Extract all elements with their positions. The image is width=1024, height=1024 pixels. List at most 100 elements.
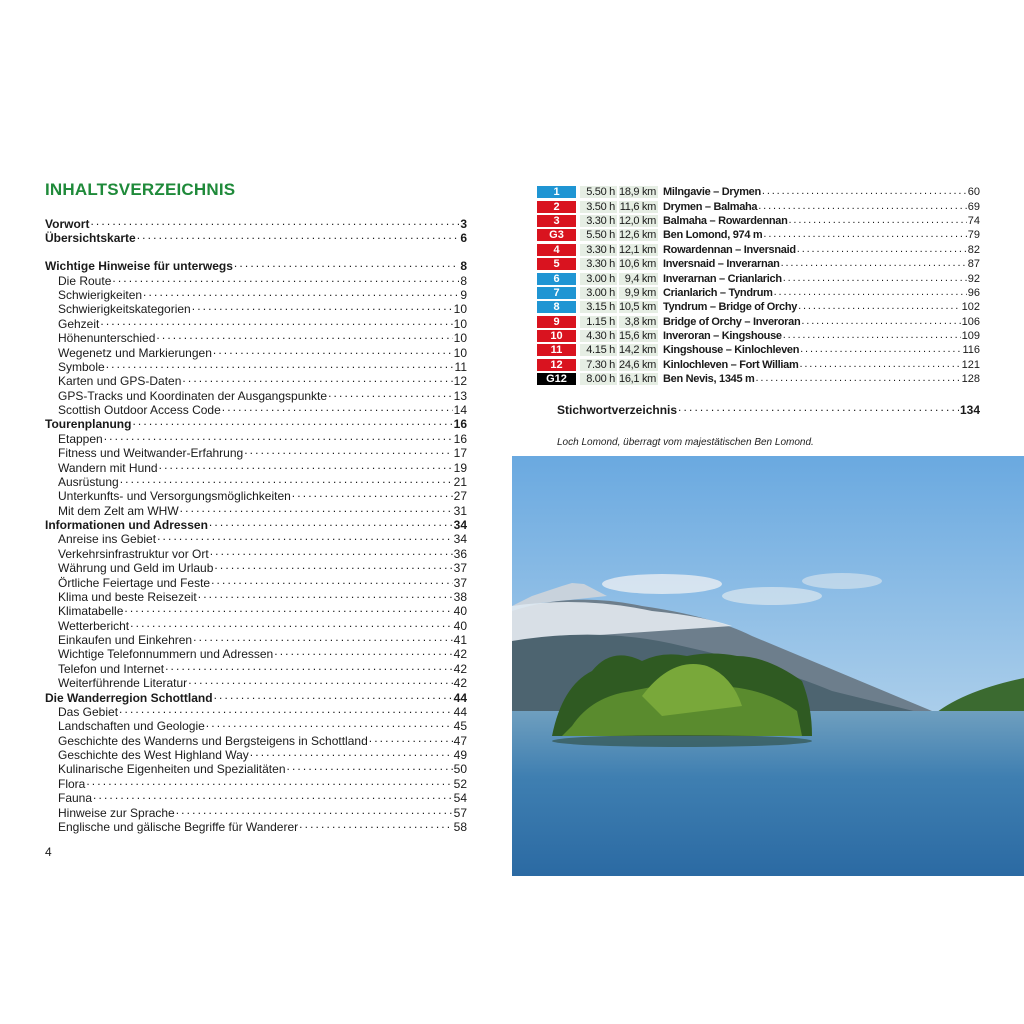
toc-entry[interactable]: Übersichtskarte 6 (45, 228, 467, 246)
toc-entry[interactable]: Höhenunterschied 10 (45, 328, 467, 345)
stage-entry[interactable]: G12 8.00 h16,1 km Ben Nevis, 1345 m 128 (537, 372, 980, 386)
toc-entry[interactable]: Hinweise zur Sprache 57 (45, 803, 467, 820)
toc-entry-page: 34 (453, 518, 467, 532)
stage-number-badge: 4 (537, 243, 576, 256)
stage-distance: 12,1 km (619, 243, 658, 256)
toc-entry[interactable]: Unterkunfts- und Versorgungsmöglichkeite… (45, 486, 467, 503)
stage-distance: 10,6 km (619, 258, 658, 271)
toc-entry[interactable]: Kulinarische Eigenheiten und Spezialität… (45, 759, 467, 776)
stage-entry[interactable]: 8 3.15 h10,5 km Tyndrum – Bridge of Orchy 1… (537, 300, 980, 314)
toc-entry-page: 6 (460, 231, 467, 246)
toc-entry[interactable]: Geschichte des West Highland Way 49 (45, 745, 467, 762)
toc-entry[interactable]: Landschaften und Geologie 45 (45, 716, 467, 734)
toc-entry-label: Einkaufen und Einkehren (58, 633, 193, 647)
stage-entry[interactable]: 11 4.15 h 14,2 km Kingshouse – Kinlochleven… (537, 343, 980, 357)
toc-entry[interactable]: Örtliche Feiertage und Feste 37 (45, 573, 467, 590)
toc-entry-page: 45 (453, 719, 467, 734)
dot-leader (176, 803, 453, 817)
stage-entry[interactable]: 12 7.30 h 24,6 km Kinlochleven – Fort Willi… (537, 358, 980, 372)
toc-entry[interactable]: Wetterbericht 40 (45, 616, 467, 633)
toc-entry[interactable]: Symbole 11 (45, 357, 467, 374)
toc-entry-index[interactable]: Stichwortverzeichnis 134 (557, 400, 980, 417)
toc-entry[interactable]: Weiterführende Literatur 42 (45, 673, 467, 690)
toc-entry[interactable]: Die Route 8 (45, 271, 467, 288)
stage-entry[interactable]: 9 1.15 h 3,8 km Bridge of Orchy – Inveroran… (537, 315, 980, 329)
toc-entry[interactable]: Englische und gälische Begriffe für Wand… (45, 817, 467, 834)
stage-distance: 3,8 km (619, 315, 658, 328)
toc-entry[interactable]: Anreise ins Gebiet 34 (45, 529, 467, 546)
toc-entry-label: Die Route (58, 273, 112, 288)
toc-entry[interactable]: Fauna 54 (45, 788, 467, 805)
toc-entry[interactable]: Telefon und Internet 42 (45, 659, 467, 676)
stage-entry[interactable]: 1 5.50 h18,9 km Milngavie – Drymen 60 (537, 185, 980, 199)
page-number: 4 (45, 845, 52, 859)
toc-entry[interactable]: Gehzeit 10 (45, 314, 467, 331)
toc-entry-label: Schwierigkeiten (58, 288, 143, 302)
dot-leader (188, 673, 452, 687)
stage-distance: 18,9 km (619, 186, 658, 199)
toc-entry[interactable]: Die Wanderregion Schottland44 (45, 688, 467, 705)
toc-entry-page: 8 (460, 273, 467, 288)
stage-distance: 9,4 km (619, 272, 658, 285)
stage-duration: 3.15 h (580, 301, 617, 314)
stage-entry[interactable]: 7 3.00 h9,9 km Crianlarich – Tyndrum 96 (537, 286, 980, 300)
toc-entry[interactable]: Fitness und Weitwander-Erfahrung17 (45, 443, 467, 461)
toc-entry[interactable]: Mit dem Zelt am WHW 31 (45, 501, 467, 518)
toc-entry-label: Mit dem Zelt am WHW (58, 503, 179, 518)
toc-entry-page: 37 (453, 575, 467, 590)
table-of-contents: Vorwort 3 Übersichtskarte 6 Wichtige Hinweis… (45, 214, 467, 834)
dot-leader (783, 329, 961, 343)
dot-leader (756, 372, 961, 386)
toc-entry[interactable]: GPS-Tracks und Koordinaten der Ausgangsp… (45, 386, 467, 403)
stage-entry[interactable]: 5 3.30 h10,6 km Inversnaid – Inverarnan 87 (537, 257, 980, 271)
dot-leader (157, 529, 453, 543)
stage-page: 82 (967, 243, 980, 256)
stage-page: 109 (961, 330, 980, 343)
stage-distance: 15,6 km (619, 330, 658, 343)
stage-entry[interactable]: 2 3.50 h11,6 km Drymen – Balmaha 69 (537, 199, 980, 213)
toc-entry[interactable]: Verkehrsinfrastruktur vor Ort 36 (45, 544, 467, 561)
toc-entry[interactable]: Schwierigkeiten 9 (45, 285, 467, 302)
toc-entry[interactable]: Scottish Outdoor Access Code14 (45, 400, 467, 417)
toc-entry[interactable]: Flora 52 (45, 774, 467, 791)
toc-entry-page: 40 (453, 618, 467, 633)
stage-entry[interactable]: 6 3.00 h9,4 km Inverarnan – Crianlarich 92 (537, 271, 980, 285)
dot-leader (100, 314, 452, 328)
stage-distance: 24,6 km (619, 358, 658, 371)
toc-entry[interactable]: Wichtige Telefonnummern und Adressen42 (45, 644, 467, 661)
toc-entry[interactable]: Schwierigkeitskategorien10 (45, 299, 467, 317)
toc-entry[interactable]: Wegenetz und Markierungen10 (45, 343, 467, 360)
stage-duration: 4.30 h (580, 330, 617, 343)
toc-entry-label: Landschaften und Geologie (58, 719, 205, 734)
stage-entry[interactable]: 3 3.30 h12,0 km Balmaha – Rowardennan 74 (537, 214, 980, 228)
toc-entry[interactable]: Karten und GPS-Daten 12 (45, 371, 467, 388)
toc-entry-page: 17 (453, 446, 467, 461)
toc-entry[interactable]: Währung und Geld im Urlaub 37 (45, 558, 467, 575)
stage-distance: 10,5 km (619, 301, 658, 314)
stage-entry[interactable]: 10 4.30 h15,6 km Inveroran – Kingshouse 109 (537, 329, 980, 343)
toc-entry[interactable]: Wichtige Hinweise für unterwegs8 (45, 256, 467, 273)
stage-name: Inversnaid – Inverarnan (663, 258, 780, 271)
toc-entry[interactable]: Einkaufen und Einkehren 41 (45, 630, 467, 647)
dot-leader (287, 759, 453, 773)
stage-entry[interactable]: 4 3.30 h12,1 km Rowardennan – Inversnaid 82 (537, 243, 980, 257)
toc-entry[interactable]: Wandern mit Hund19 (45, 458, 467, 475)
toc-entry[interactable]: Vorwort 3 (45, 214, 467, 231)
toc-entry[interactable]: Informationen und Adressen34 (45, 515, 467, 532)
toc-entry-page: 10 (453, 302, 467, 317)
toc-entry[interactable]: Das Gebiet 44 (45, 702, 467, 719)
toc-entry[interactable]: Ausrüstung 21 (45, 472, 467, 489)
toc-entry[interactable]: Klimatabelle 40 (45, 601, 467, 618)
stage-name: Kinlochleven – Fort William (663, 358, 799, 371)
stage-page: 96 (967, 286, 980, 299)
toc-entry-page: 38 (453, 589, 467, 604)
stage-distance: 14,2 km (619, 344, 658, 357)
toc-entry-page: 36 (453, 546, 467, 561)
toc-entry[interactable]: Tourenplanung16 (45, 414, 467, 431)
stage-entry[interactable]: G3 5.50 h12,6 km Ben Lomond, 974 m 79 (537, 228, 980, 242)
toc-entry[interactable]: Etappen 16 (45, 429, 467, 446)
stage-distance: 12,0 km (619, 214, 658, 227)
toc-entry[interactable]: Klima und beste Reisezeit38 (45, 587, 467, 604)
toc-entry[interactable]: Geschichte des Wanderns und Bergsteigens… (45, 731, 467, 748)
